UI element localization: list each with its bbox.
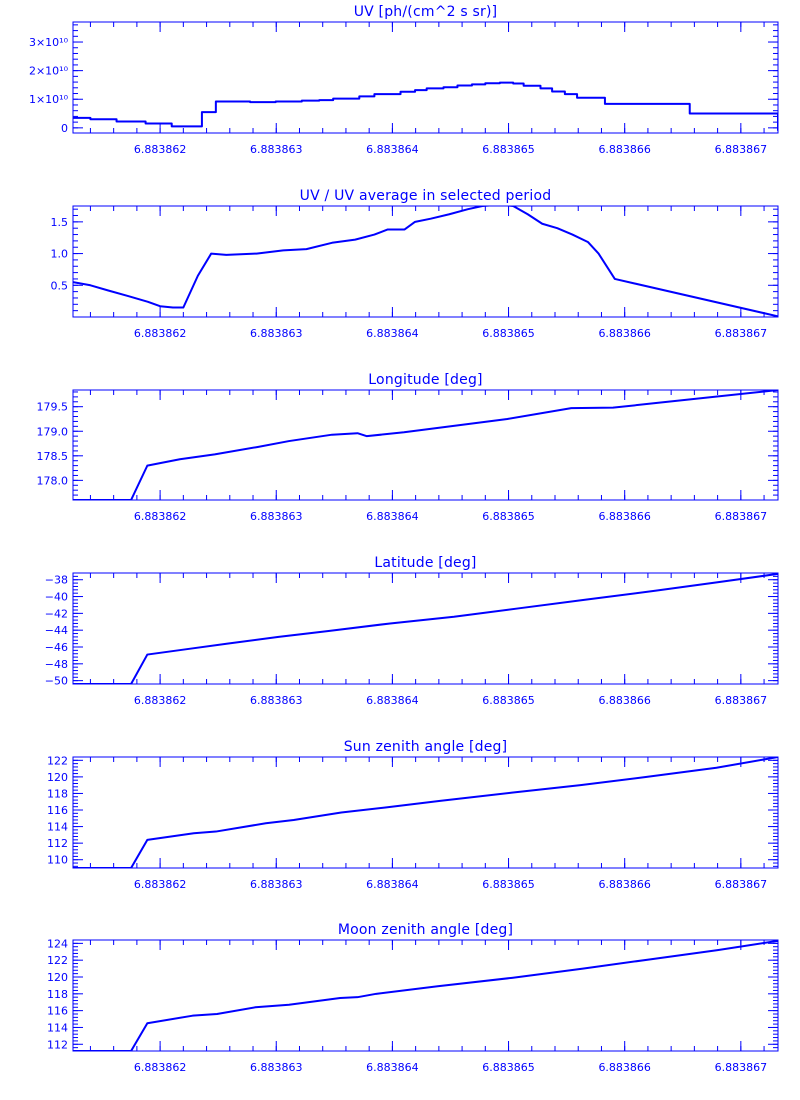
x-tick-label: 6.883866 xyxy=(598,878,651,891)
y-tick-label: 116 xyxy=(47,1005,68,1018)
y-tick-label: 122 xyxy=(47,954,68,967)
y-tick-label: 122 xyxy=(47,754,68,767)
plot-frame xyxy=(72,389,779,501)
x-tick-label: 6.883865 xyxy=(482,694,535,707)
x-tick-label: 6.883863 xyxy=(250,878,303,891)
chart-panel-uv-ratio: UV / UV average in selected period 6.8838… xyxy=(51,188,779,340)
series-line xyxy=(73,573,778,684)
y-tick-label: −46 xyxy=(45,641,68,654)
x-tick-label: 6.883866 xyxy=(598,1061,651,1074)
x-tick-label: 6.883862 xyxy=(134,878,187,891)
x-tick-label: 6.883865 xyxy=(482,878,535,891)
x-tick-label: 6.883867 xyxy=(715,327,768,340)
x-tick-label: 6.883866 xyxy=(598,510,651,523)
y-tick-label: 178.0 xyxy=(37,474,69,487)
y-tick-label: 118 xyxy=(47,988,68,1001)
plot-frame xyxy=(72,939,779,1052)
y-tick-label: 112 xyxy=(47,1038,68,1051)
x-tick-label: 6.883863 xyxy=(250,327,303,340)
chart-title: Moon zenith angle [deg] xyxy=(338,922,513,938)
x-tick-label: 6.883865 xyxy=(482,510,535,523)
x-tick-label: 6.883865 xyxy=(482,143,535,156)
y-tick-label: 120 xyxy=(47,971,68,984)
series-line xyxy=(73,390,778,500)
plot-frame xyxy=(72,21,779,134)
series-line xyxy=(73,940,778,1051)
y-tick-label: 124 xyxy=(47,937,68,950)
y-tick-label: 0.5 xyxy=(51,279,69,292)
x-tick-label: 6.883863 xyxy=(250,1061,303,1074)
y-tick-label: 3×10¹⁰ xyxy=(29,36,69,49)
x-tick-label: 6.883865 xyxy=(482,327,535,340)
x-tick-label: 6.883864 xyxy=(366,327,419,340)
x-tick-label: 6.883866 xyxy=(598,143,651,156)
series-line xyxy=(73,757,778,868)
x-tick-label: 6.883867 xyxy=(715,143,768,156)
chart-title: UV [ph/(cm^2 s sr)] xyxy=(354,4,498,20)
y-tick-label: −48 xyxy=(45,658,68,671)
y-tick-label: −42 xyxy=(45,607,68,620)
chart-panel-longitude: Longitude [deg] 6.883862 6.883863 6.883864 6… xyxy=(37,372,779,523)
x-tick-label: 6.883863 xyxy=(250,510,303,523)
x-tick-label: 6.883864 xyxy=(366,878,419,891)
y-tick-label: −40 xyxy=(45,591,68,604)
y-tick-label: 0 xyxy=(61,122,68,135)
x-tick-label: 6.883862 xyxy=(134,694,187,707)
y-tick-label: 114 xyxy=(47,821,68,834)
chart-title: Sun zenith angle [deg] xyxy=(344,739,508,755)
x-tick-label: 6.883867 xyxy=(715,694,768,707)
y-tick-label: 2×10¹⁰ xyxy=(29,65,69,78)
chart-panel-latitude: Latitude [deg] 6.883862 6.883863 6.883864 6.… xyxy=(45,555,779,707)
y-tick-label: 116 xyxy=(47,804,68,817)
y-tick-label: 114 xyxy=(47,1021,68,1034)
x-tick-label: 6.883863 xyxy=(250,143,303,156)
y-tick-label: −38 xyxy=(45,574,68,587)
x-tick-label: 6.883866 xyxy=(598,694,651,707)
y-tick-label: 1.5 xyxy=(51,216,69,229)
y-tick-label: 179.0 xyxy=(37,425,69,438)
series-line xyxy=(73,206,778,317)
x-tick-label: 6.883866 xyxy=(598,327,651,340)
x-tick-label: 6.883867 xyxy=(715,510,768,523)
plot-frame xyxy=(72,572,779,685)
y-tick-label: 110 xyxy=(47,854,68,867)
plot-frame xyxy=(72,205,779,318)
y-tick-label: 120 xyxy=(47,771,68,784)
chart-panel-moon-zenith: Moon zenith angle [deg] 6.883862 6.883863 6… xyxy=(47,922,779,1074)
x-tick-label: 6.883865 xyxy=(482,1061,535,1074)
x-tick-label: 6.883862 xyxy=(134,1061,187,1074)
x-tick-label: 6.883864 xyxy=(366,143,419,156)
x-tick-label: 6.883867 xyxy=(715,1061,768,1074)
chart-title: UV / UV average in selected period xyxy=(300,188,552,204)
x-tick-label: 6.883864 xyxy=(366,1061,419,1074)
y-tick-label: 118 xyxy=(47,787,68,800)
chart-title: Longitude [deg] xyxy=(368,372,482,388)
chart-panel-uv: UV [ph/(cm^2 s sr)] 6.883862 6.883863 6.883… xyxy=(29,4,779,156)
x-tick-label: 6.883864 xyxy=(366,694,419,707)
series-line xyxy=(73,81,778,131)
x-tick-label: 6.883862 xyxy=(134,143,187,156)
y-tick-label: 178.5 xyxy=(37,450,69,463)
x-tick-label: 6.883863 xyxy=(250,694,303,707)
y-tick-label: 179.5 xyxy=(37,401,69,414)
y-tick-label: −50 xyxy=(45,675,68,688)
y-tick-label: 1.0 xyxy=(51,248,69,261)
chart-panel-sun-zenith: Sun zenith angle [deg] 6.883862 6.883863 6.… xyxy=(47,739,779,891)
y-tick-label: −44 xyxy=(45,624,68,637)
x-tick-label: 6.883867 xyxy=(715,878,768,891)
y-tick-label: 112 xyxy=(47,837,68,850)
chart-title: Latitude [deg] xyxy=(374,555,476,571)
x-tick-label: 6.883862 xyxy=(134,327,187,340)
x-tick-label: 6.883864 xyxy=(366,510,419,523)
y-tick-label: 1×10¹⁰ xyxy=(29,93,69,106)
plot-frame xyxy=(72,756,779,869)
x-tick-label: 6.883862 xyxy=(134,510,187,523)
